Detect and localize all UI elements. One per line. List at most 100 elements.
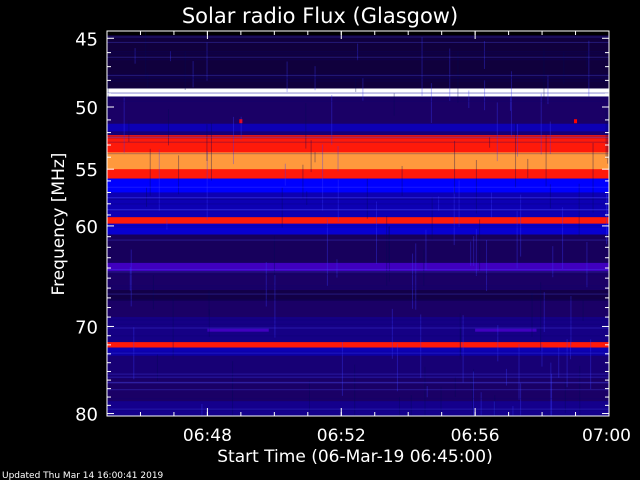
noise-streak (341, 342, 343, 396)
noise-streak (308, 380, 310, 416)
noise-streak (566, 339, 568, 388)
noise-streak (210, 122, 212, 181)
frequency-band-5 (107, 152, 609, 170)
noise-streak (401, 165, 403, 196)
scan-line (107, 136, 609, 138)
noise-streak (146, 187, 148, 207)
noise-streak (475, 229, 477, 277)
noise-streak (512, 406, 514, 416)
noise-streak (605, 193, 607, 245)
scan-line (107, 153, 609, 155)
noise-streak (489, 137, 491, 148)
scan-line (107, 78, 609, 80)
noise-streak (540, 282, 542, 351)
noise-streak (201, 403, 203, 416)
noise-streak (128, 120, 130, 142)
y-axis: 45 50 55 60 70 80 (75, 29, 609, 426)
noise-streak (505, 368, 507, 386)
noise-streak (515, 123, 517, 188)
noise-streak (178, 155, 180, 195)
scan-line (107, 398, 609, 400)
frequency-band-19 (107, 378, 609, 402)
noise-streak (421, 37, 423, 96)
noise-streak (486, 239, 488, 292)
scan-line (107, 409, 609, 411)
noise-streak (510, 71, 512, 137)
noise-streak (472, 371, 474, 416)
noise-streak (496, 102, 498, 162)
noise-streak (314, 152, 316, 163)
scan-line (107, 382, 609, 384)
scan-line (107, 198, 609, 200)
burst-features (207, 119, 578, 332)
x-tick-label: 06:52 (317, 426, 366, 446)
noise-streak (549, 184, 551, 209)
noise-streak (457, 51, 459, 103)
noise-streak (184, 51, 186, 91)
noise-streak (517, 124, 519, 157)
y-tick-label: 55 (75, 160, 98, 181)
noise-streak (545, 135, 547, 187)
frequency-bands (107, 35, 609, 416)
noise-streak (490, 192, 492, 218)
scan-line (107, 353, 609, 355)
plot-area (107, 31, 609, 416)
noise-streak (206, 124, 208, 161)
noise-streak (232, 361, 234, 416)
scan-line (107, 335, 609, 337)
scan-line (107, 53, 609, 55)
noise-streak (460, 328, 462, 356)
scan-line (107, 59, 609, 61)
chart-title: Solar radio Flux (Glasgow) (182, 4, 458, 28)
noise-streak (314, 66, 316, 91)
noise-streak (366, 178, 368, 219)
scan-line (107, 269, 609, 271)
scan-line (107, 408, 609, 410)
noise-streak (388, 226, 390, 282)
burst-streak-3 (475, 328, 537, 332)
noise-streak (145, 31, 147, 79)
scan-line (107, 56, 609, 58)
frequency-band-6 (107, 178, 609, 193)
frequency-band-9 (107, 223, 609, 235)
noise-streak (586, 52, 588, 68)
noise-streak (415, 243, 417, 310)
scan-line (107, 36, 609, 38)
noise-streak (172, 295, 174, 360)
noise-streak (430, 83, 432, 123)
scan-line (107, 210, 609, 212)
scan-line (107, 80, 609, 82)
scan-line (107, 327, 609, 329)
scan-line (107, 226, 609, 228)
noise-streak (516, 210, 518, 269)
noise-streak (206, 151, 208, 221)
y-tick-label: 60 (75, 217, 98, 238)
scan-line (107, 186, 609, 188)
noise-streak (475, 159, 477, 214)
noise-streak (424, 366, 426, 416)
noise-streak (152, 275, 154, 310)
scan-line (107, 209, 609, 211)
x-axis: 06:48 06:52 06:56 07:00 (106, 31, 631, 446)
y-tick-label: 45 (75, 29, 98, 50)
noise-streak (391, 308, 393, 359)
frequency-band-18 (107, 355, 609, 379)
burst-streak-2 (207, 328, 269, 332)
burst-spot-0 (239, 119, 243, 124)
frequency-band-0 (107, 35, 609, 89)
noise-streak (453, 187, 455, 246)
scan-line (107, 41, 609, 43)
x-axis-label: Start Time (06-Mar-19 06:45:00) (217, 447, 492, 467)
burst-spot-1 (574, 119, 578, 124)
noise-streak (362, 78, 364, 101)
scan-line (107, 137, 609, 139)
frequency-band-7 (107, 192, 609, 218)
noise-texture (107, 31, 609, 416)
x-tick-label: 07:00 (582, 426, 631, 446)
noise-streak (337, 179, 339, 222)
noise-streak (449, 48, 451, 101)
frequency-band-8 (107, 217, 609, 224)
noise-streak (543, 292, 545, 333)
noise-streak (386, 216, 388, 286)
scan-line (107, 92, 609, 94)
